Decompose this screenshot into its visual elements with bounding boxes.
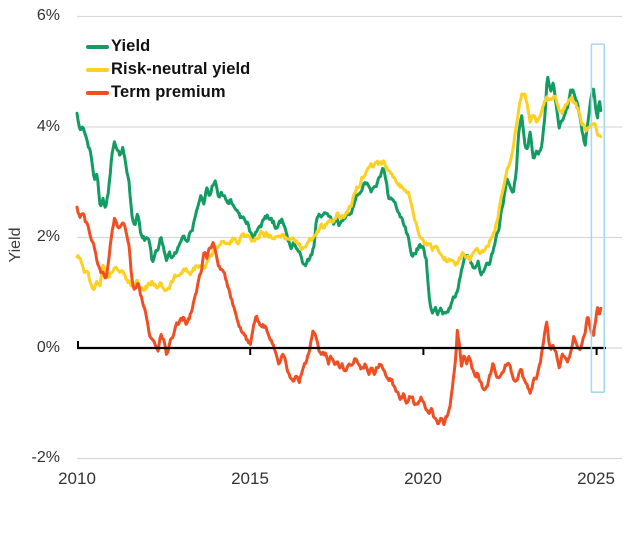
yield-line-swatch [86,44,109,49]
risk-neutral-yield-line-swatch [86,67,109,72]
legend-label-yield: Yield [111,37,151,55]
legend-item-yield: Yield [86,35,250,58]
legend-item-term-premium: Term premium [86,81,250,104]
legend-item-risk-neutral-yield: Risk-neutral yield [86,58,250,81]
legend-label-term-premium: Term premium [111,83,226,101]
x-tick-label-2015: 2015 [231,469,269,488]
legend: Yield Risk-neutral yield Term premium [86,35,250,104]
series-line-yield [75,75,603,317]
legend-label-risk-neutral-yield: Risk-neutral yield [111,60,251,78]
recent-data-highlight-box [590,43,606,394]
y-tick-label-0: 0% [36,339,60,356]
term-premium-line-swatch [86,90,109,95]
y-tick-label-neg2: -2% [31,449,60,466]
x-tick-label-2025: 2025 [577,469,615,488]
series-line-term-premium [75,205,603,427]
y-tick-label-2: 2% [36,228,60,245]
y-tick-label-4: 4% [36,118,60,135]
x-tick-label-2010: 2010 [58,469,96,488]
x-tick-label-2020: 2020 [404,469,442,488]
y-tick-label-6: 6% [36,7,60,24]
series-line-risk-neutral-yield [75,92,603,293]
y-axis-title: Yield [7,227,24,263]
